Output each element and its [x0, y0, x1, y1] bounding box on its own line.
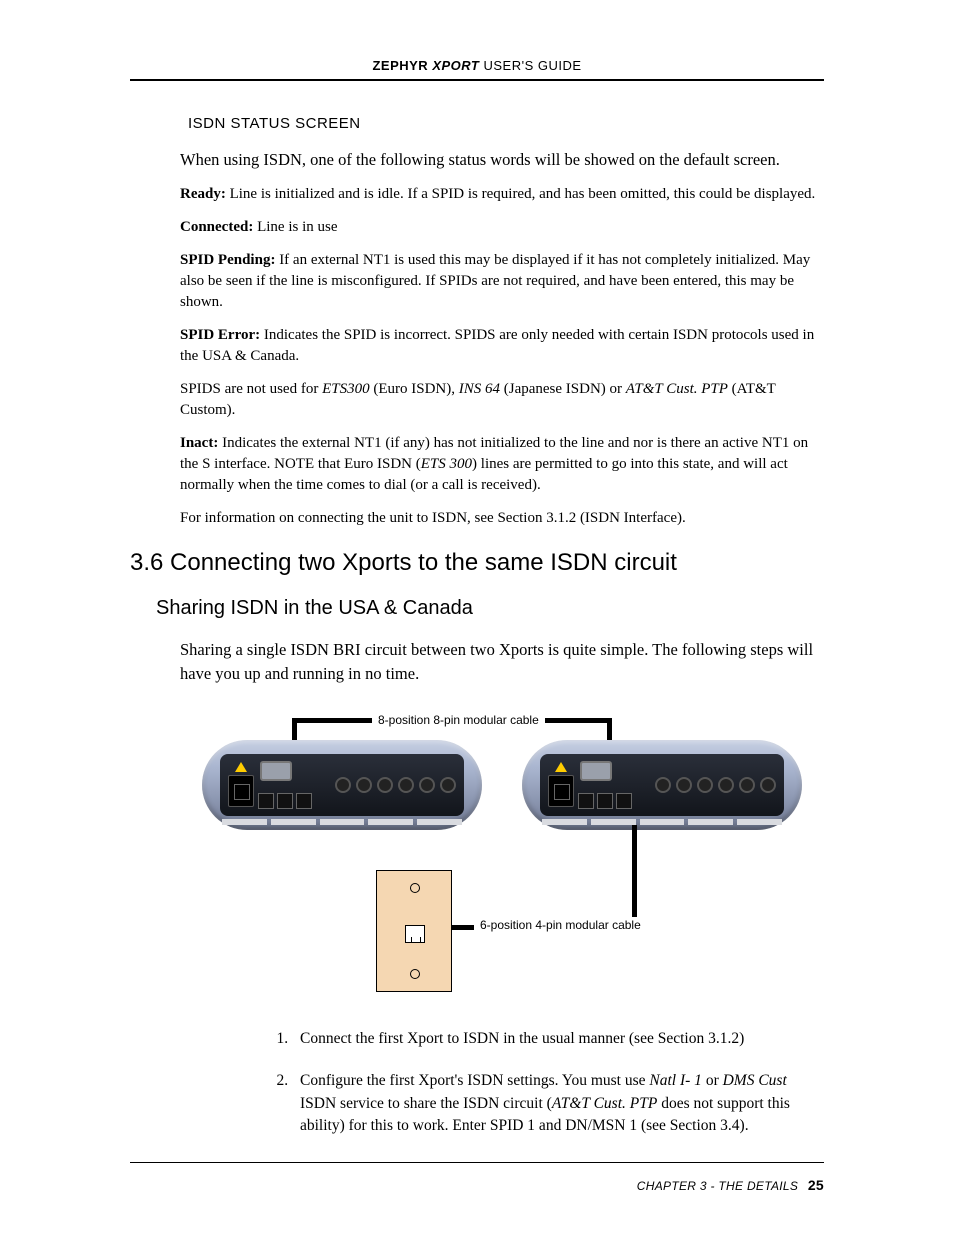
running-header: ZEPHYR XPORT USER'S GUIDE	[130, 58, 824, 73]
footer-chapter: CHAPTER 3 - THE DETAILS	[637, 1179, 798, 1193]
step-2: Configure the first Xport's ISDN setting…	[292, 1070, 824, 1137]
xport-device-right	[522, 740, 802, 830]
audio-jack-icon	[739, 777, 755, 793]
rj-port-icon	[296, 793, 312, 809]
status-spid-pending-label: SPID Pending:	[180, 252, 275, 268]
footer-text: CHAPTER 3 - THE DETAILS 25	[130, 1177, 824, 1193]
footer-rule	[130, 1162, 824, 1163]
device-right-port-row	[548, 762, 776, 808]
rj-port-icon	[597, 793, 613, 809]
header-brand-bold: ZEPHYR	[372, 58, 428, 73]
page: ZEPHYR XPORT USER'S GUIDE ISDN STATUS SC…	[0, 0, 954, 1235]
step-2-run-2: or	[702, 1072, 723, 1089]
audio-jack-icon	[676, 777, 692, 793]
audio-jack-icon	[335, 777, 351, 793]
audio-jack-icon	[377, 777, 393, 793]
header-rule	[130, 79, 824, 81]
device-left-port-row	[228, 762, 456, 808]
serial-port-icon	[580, 761, 612, 781]
header-suffix: USER'S GUIDE	[479, 58, 581, 73]
status-inact-italic: ETS 300	[421, 456, 472, 472]
spids-pre: SPIDS are not used for	[180, 381, 322, 397]
cable-bottom-right-v	[632, 825, 637, 925]
rj-port-icon	[258, 793, 274, 809]
step-2-run-0: Configure the first Xport's ISDN setting…	[300, 1072, 649, 1089]
status-connected-label: Connected:	[180, 219, 253, 235]
status-spid-error: SPID Error: Indicates the SPID is incorr…	[180, 325, 824, 367]
screw-icon	[410, 969, 420, 979]
rj-wall-jack-icon	[405, 925, 425, 943]
status-ready-label: Ready:	[180, 186, 226, 202]
audio-jack-icon	[760, 777, 776, 793]
device-label-strip	[222, 819, 462, 826]
cable-bottom-label: 6-position 4-pin modular cable	[474, 917, 647, 933]
device-right-face	[540, 754, 784, 816]
warning-icon	[555, 762, 567, 772]
spids-i3: AT&T Cust. PTP	[626, 381, 728, 397]
xport-device-left	[202, 740, 482, 830]
status-ready-text: Line is initialized and is idle. If a SP…	[226, 186, 815, 202]
screw-icon	[410, 883, 420, 893]
audio-jack-icon	[398, 777, 414, 793]
status-spid-error-label: SPID Error:	[180, 327, 260, 343]
section-3-6-intro: Sharing a single ISDN BRI circuit betwee…	[180, 638, 824, 686]
serial-port-icon	[260, 761, 292, 781]
spids-i1: ETS300	[322, 381, 370, 397]
connection-figure: 8-position 8-pin modular cable	[202, 710, 802, 1000]
step-1: Connect the first Xport to ISDN in the u…	[292, 1028, 824, 1050]
warning-icon	[235, 762, 247, 772]
footer-page-number: 25	[808, 1177, 824, 1193]
status-spid-error-text: Indicates the SPID is incorrect. SPIDS a…	[180, 327, 814, 364]
step-2-run-4: ISDN service to share the ISDN circuit (	[300, 1095, 552, 1112]
isdn-intro: When using ISDN, one of the following st…	[180, 148, 824, 172]
page-footer: CHAPTER 3 - THE DETAILS 25	[130, 1162, 824, 1193]
device-left-face	[220, 754, 464, 816]
step-2-run-5: AT&T Cust. PTP	[552, 1095, 658, 1112]
power-inlet-icon	[548, 775, 574, 807]
step-2-run-1: Natl I- 1	[649, 1072, 702, 1089]
header-brand-italic: XPORT	[432, 58, 479, 73]
audio-jack-icon	[655, 777, 671, 793]
status-spid-pending-text: If an external NT1 is used this may be d…	[180, 252, 810, 310]
rj-port-icon	[277, 793, 293, 809]
isdn-info-line: For information on connecting the unit t…	[180, 508, 824, 529]
spids-mid1: (Euro ISDN),	[370, 381, 459, 397]
isdn-status-heading: ISDN STATUS SCREEN	[188, 115, 824, 132]
power-inlet-icon	[228, 775, 254, 807]
status-connected: Connected: Line is in use	[180, 217, 824, 238]
steps-list: Connect the first Xport to ISDN in the u…	[180, 1028, 824, 1138]
rj-port-icon	[578, 793, 594, 809]
audio-jack-icon	[697, 777, 713, 793]
status-ready: Ready: Line is initialized and is idle. …	[180, 184, 824, 205]
spids-i2: INS 64	[459, 381, 500, 397]
rj-port-icon	[616, 793, 632, 809]
audio-jack-icon	[356, 777, 372, 793]
audio-jack-icon	[419, 777, 435, 793]
step-1-text: Connect the first Xport to ISDN in the u…	[300, 1030, 744, 1047]
section-3-6-subheading: Sharing ISDN in the USA & Canada	[156, 597, 824, 620]
status-connected-text: Line is in use	[253, 219, 337, 235]
spids-line: SPIDS are not used for ETS300 (Euro ISDN…	[180, 379, 824, 421]
status-spid-pending: SPID Pending: If an external NT1 is used…	[180, 250, 824, 313]
status-inact: Inact: Indicates the external NT1 (if an…	[180, 433, 824, 496]
device-label-strip	[542, 819, 782, 826]
status-inact-label: Inact:	[180, 435, 218, 451]
spids-mid2: (Japanese ISDN) or	[500, 381, 626, 397]
content-block: ISDN STATUS SCREEN When using ISDN, one …	[180, 115, 824, 1138]
section-3-6-heading: 3.6 Connecting two Xports to the same IS…	[130, 549, 824, 577]
step-2-run-3: DMS Cust	[723, 1072, 787, 1089]
audio-jack-icon	[718, 777, 734, 793]
audio-jack-icon	[440, 777, 456, 793]
cable-top-label: 8-position 8-pin modular cable	[372, 712, 545, 728]
wall-jack-plate	[376, 870, 452, 992]
